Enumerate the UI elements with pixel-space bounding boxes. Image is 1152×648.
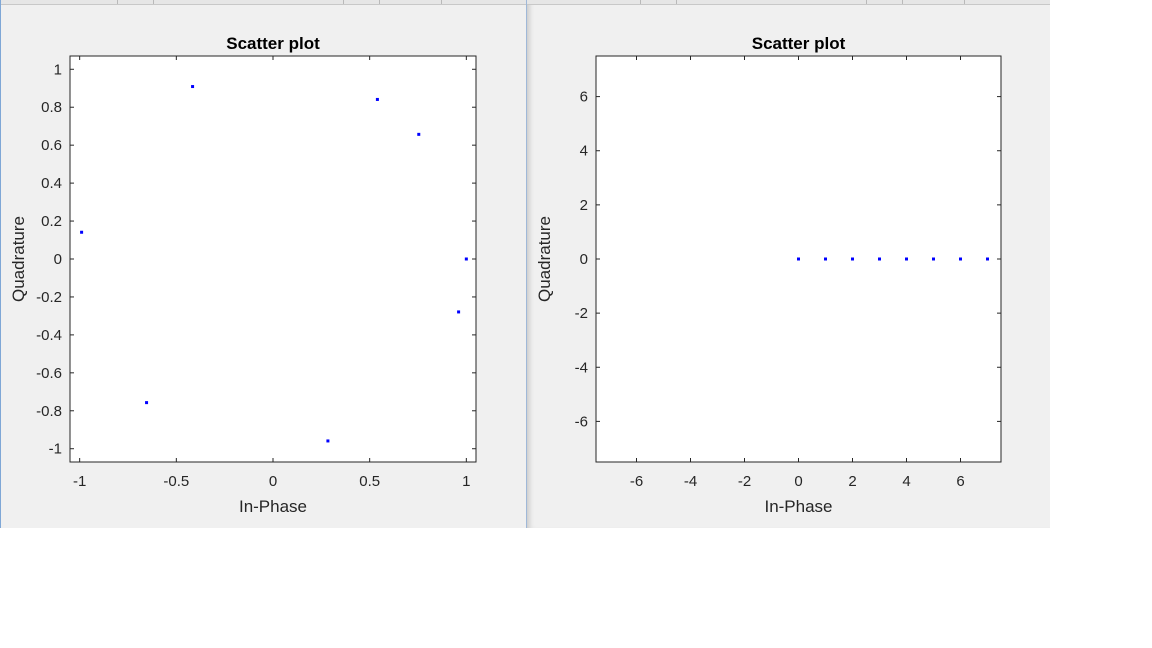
- y-tick-label: 6: [580, 89, 588, 106]
- y-tick-label: 2: [580, 197, 588, 214]
- figure-window-right: -6 -4 -2 0 2 4 6 -6 -4 -2 0 2 4 6 Scatter plot In-Phase…: [527, 0, 1050, 528]
- x-tick-label: 4: [902, 473, 910, 490]
- plot-area: [69, 55, 477, 463]
- y-tick-label: 4: [580, 143, 588, 160]
- x-tick-label: 1: [462, 473, 470, 490]
- data-point: [824, 257, 827, 261]
- scatter-plot-right[interactable]: -6 -4 -2 0 2 4 6 -6 -4 -2 0 2 4 6 Scatter plot In-Phase…: [527, 0, 1050, 528]
- toolbar-separator: [441, 0, 442, 4]
- x-tick-label: -0.5: [163, 473, 189, 490]
- data-point: [457, 310, 461, 314]
- x-tick-label: 0.5: [359, 473, 380, 490]
- x-tick-label: 0: [794, 473, 802, 490]
- y-tick-label: 0.4: [41, 175, 62, 192]
- figure-window-left: -1 -0.5 0 0.5 1 -1 -0.8 -0.6 -0.4 -0.2 0 0.2 0.4 0.6 0…: [0, 0, 527, 528]
- data-point: [932, 257, 935, 261]
- data-point: [326, 439, 330, 443]
- toolbar-separator: [379, 0, 380, 4]
- plot-title: Scatter plot: [752, 34, 846, 53]
- y-tick-label: -0.6: [36, 365, 62, 382]
- figure-toolbar-edge: [1, 0, 526, 5]
- y-tick-label: -0.8: [36, 403, 62, 420]
- x-axis-label: In-Phase: [764, 497, 832, 516]
- y-tick-label: 0.2: [41, 213, 62, 230]
- data-point: [464, 257, 468, 261]
- data-point: [375, 97, 379, 101]
- data-point: [905, 257, 908, 261]
- x-tick-label: 2: [848, 473, 856, 490]
- x-tick-label: -6: [630, 473, 643, 490]
- x-tick-label: 6: [956, 473, 964, 490]
- y-axis-label: Quadrature: [9, 216, 28, 302]
- data-point: [191, 85, 195, 89]
- x-axis-label: In-Phase: [239, 497, 307, 516]
- x-tick-label: -1: [73, 473, 86, 490]
- y-tick-label: -6: [575, 413, 588, 430]
- y-tick-label: 0.6: [41, 137, 62, 154]
- x-tick-label: -4: [684, 473, 697, 490]
- plot-title: Scatter plot: [226, 34, 320, 53]
- data-point: [417, 132, 421, 136]
- data-point: [851, 257, 854, 261]
- y-tick-label: -0.4: [36, 327, 62, 344]
- data-point: [878, 257, 881, 261]
- data-point: [959, 257, 962, 261]
- toolbar-separator: [153, 0, 154, 4]
- y-tick-label: 0.8: [41, 99, 62, 116]
- toolbar-separator: [964, 0, 965, 4]
- x-tick-label: -2: [738, 473, 751, 490]
- y-tick-label: -1: [49, 441, 62, 458]
- data-point: [145, 401, 149, 405]
- y-tick-label: -0.2: [36, 289, 62, 306]
- figure-toolbar-edge: [527, 0, 1050, 5]
- y-tick-label: 1: [54, 61, 62, 78]
- y-axis-label: Quadrature: [535, 216, 554, 302]
- toolbar-separator: [902, 0, 903, 4]
- toolbar-separator: [866, 0, 867, 4]
- y-tick-label: -4: [575, 359, 588, 376]
- data-point: [80, 230, 84, 234]
- data-point: [797, 257, 800, 261]
- scatter-plot-left[interactable]: -1 -0.5 0 0.5 1 -1 -0.8 -0.6 -0.4 -0.2 0 0.2 0.4 0.6 0…: [1, 0, 526, 528]
- x-tick-label: 0: [269, 473, 277, 490]
- toolbar-separator: [343, 0, 344, 4]
- y-tick-label: 0: [580, 251, 588, 268]
- data-point: [986, 257, 989, 261]
- toolbar-separator: [117, 0, 118, 4]
- y-tick-label: -2: [575, 305, 588, 322]
- y-tick-label: 0: [54, 251, 62, 268]
- toolbar-separator: [676, 0, 677, 4]
- toolbar-separator: [640, 0, 641, 4]
